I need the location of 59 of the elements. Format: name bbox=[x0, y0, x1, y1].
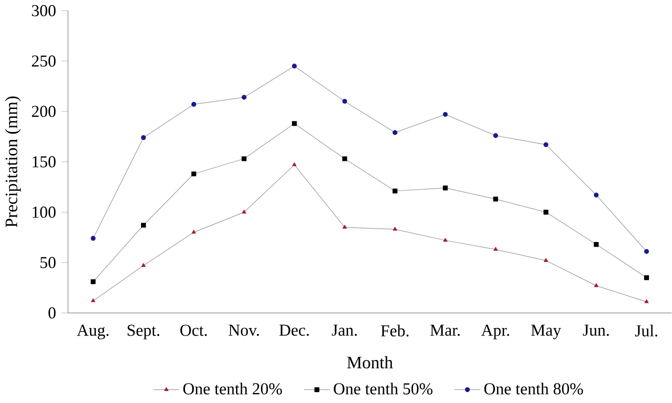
point bbox=[242, 210, 246, 214]
x-tick-label: Nov. bbox=[228, 324, 259, 336]
point bbox=[392, 130, 398, 136]
y-tick-label: 300 bbox=[32, 5, 56, 16]
x-tick-label: Jul. bbox=[635, 324, 658, 337]
point bbox=[544, 210, 548, 215]
point bbox=[141, 263, 146, 268]
point bbox=[594, 242, 599, 248]
point bbox=[443, 238, 448, 242]
y-tick-label: 150 bbox=[32, 156, 56, 168]
point bbox=[90, 236, 96, 241]
legend-label: One tenth 50% bbox=[334, 382, 432, 395]
x-tick-label: Mar. bbox=[430, 324, 460, 336]
x-tick-label: Feb. bbox=[380, 324, 408, 337]
point bbox=[191, 172, 196, 176]
x-tick-label: Apr. bbox=[481, 324, 510, 340]
point bbox=[392, 227, 398, 231]
point bbox=[594, 283, 598, 288]
point bbox=[342, 225, 347, 229]
x-tick-label: Dec. bbox=[279, 324, 309, 336]
x-tick-label: Oct. bbox=[180, 324, 207, 336]
y-tick-label: 0 bbox=[48, 307, 56, 319]
legend-label: One tenth 20% bbox=[183, 382, 282, 395]
point bbox=[90, 279, 96, 284]
point bbox=[442, 186, 448, 191]
point bbox=[242, 156, 247, 162]
y-axis-title: Precipitation (mm) bbox=[5, 96, 21, 228]
point bbox=[493, 133, 498, 138]
point bbox=[493, 196, 498, 202]
point bbox=[544, 142, 548, 148]
point bbox=[141, 135, 146, 140]
point bbox=[493, 247, 498, 251]
point bbox=[342, 99, 348, 104]
legend-label: One tenth 80% bbox=[484, 382, 583, 395]
point bbox=[91, 298, 96, 302]
point bbox=[544, 258, 548, 262]
x-tick-label: May bbox=[531, 324, 562, 340]
x-tick-label: Jun. bbox=[582, 324, 609, 336]
y-tick-label: 250 bbox=[32, 56, 56, 67]
point bbox=[292, 121, 297, 126]
point bbox=[191, 102, 196, 107]
point bbox=[292, 162, 297, 166]
point bbox=[242, 95, 247, 100]
y-tick-label: 100 bbox=[32, 206, 56, 218]
point bbox=[644, 300, 649, 304]
point bbox=[594, 192, 599, 198]
x-tick-label: Jan. bbox=[332, 324, 357, 336]
y-tick-label: 200 bbox=[32, 106, 56, 118]
point bbox=[644, 275, 649, 280]
x-tick-label: Sept. bbox=[128, 324, 160, 340]
y-tick-label: 50 bbox=[40, 257, 56, 268]
x-axis-title: Month bbox=[347, 356, 393, 369]
point bbox=[141, 223, 146, 228]
point bbox=[192, 230, 196, 234]
x-tick-label: Aug. bbox=[76, 324, 108, 340]
point bbox=[442, 112, 448, 118]
point bbox=[392, 188, 398, 194]
point bbox=[644, 249, 649, 254]
point bbox=[292, 64, 297, 69]
